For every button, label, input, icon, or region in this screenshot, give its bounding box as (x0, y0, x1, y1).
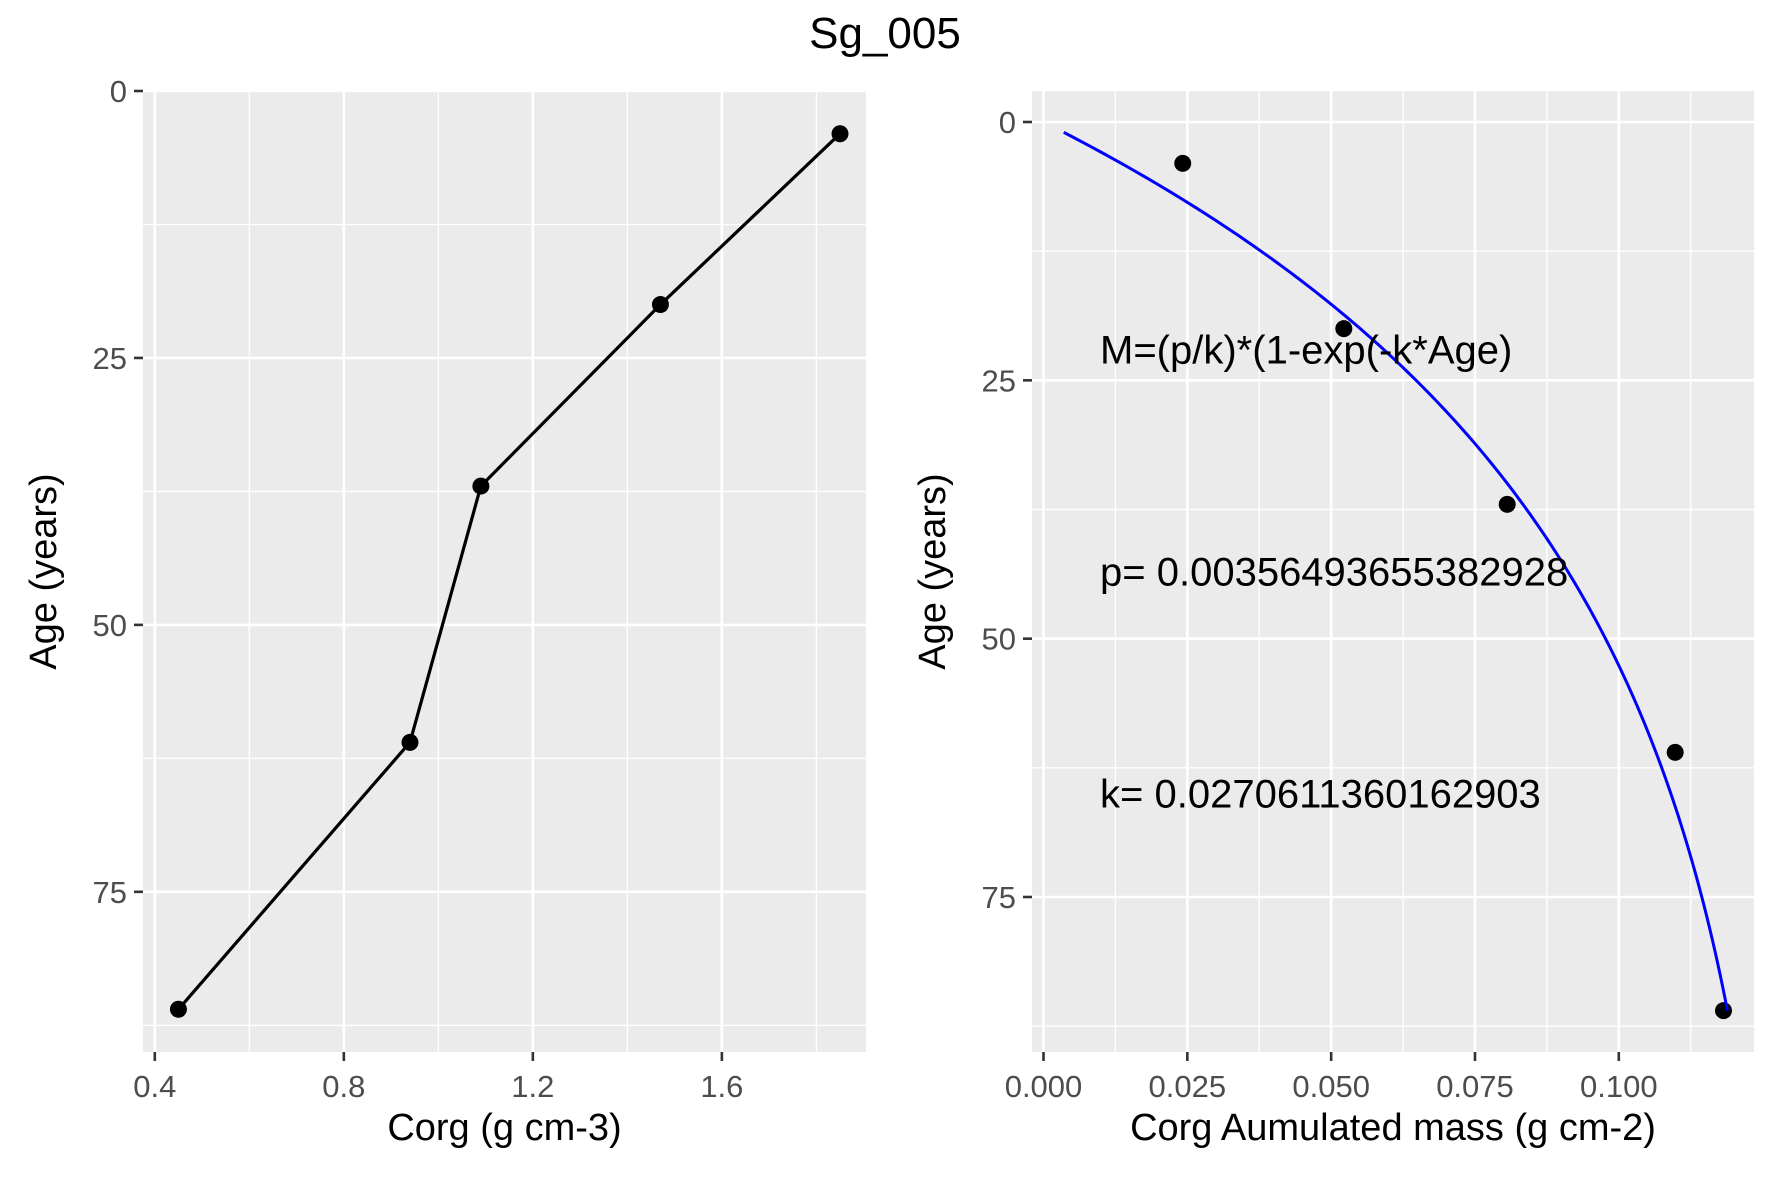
y-tick-label: 75 (982, 880, 1016, 915)
x-axis-title: Corg Aumulated mass (g cm-2) (1130, 1107, 1656, 1149)
y-tick-label: 75 (93, 875, 127, 910)
y-tick-label: 0 (110, 74, 127, 109)
y-tick-label: 50 (93, 608, 127, 643)
x-tick-label: 0.100 (1580, 1069, 1658, 1104)
x-tick-label: 1.2 (511, 1069, 554, 1104)
plot-background (143, 91, 866, 1052)
data-point (1666, 743, 1684, 761)
y-tick-label: 0 (999, 105, 1016, 140)
data-point (1335, 320, 1353, 338)
data-point (1174, 154, 1192, 172)
data-point (1715, 1002, 1733, 1020)
y-tick-label: 25 (93, 341, 127, 376)
fitted-curve (1063, 131, 1729, 1011)
x-tick-label: 0.075 (1436, 1069, 1514, 1104)
x-tick-label: 1.6 (700, 1069, 743, 1104)
data-point (472, 477, 490, 495)
x-tick-label: 0.025 (1149, 1069, 1227, 1104)
data-point (651, 296, 669, 314)
right-panel: 0.000 0.025 0.050 0.075 0.100 0 25 50 75 Corg Aum… (912, 91, 1754, 1149)
annotation-text: p= 0.00356493655382928 (1100, 551, 1568, 595)
data-point (1498, 495, 1516, 513)
data-point (169, 1000, 187, 1018)
data-point (831, 125, 849, 143)
annotation-text: k= 0.0270611360162903 (1100, 773, 1541, 817)
y-tick-label: 25 (982, 363, 1016, 398)
x-tick-label: 0.8 (322, 1069, 365, 1104)
data-point (401, 733, 419, 751)
x-tick-label: 0.4 (133, 1069, 176, 1104)
x-tick-label: 0.050 (1292, 1069, 1370, 1104)
left-panel: 0.4 0.8 1.2 1.6 0 25 50 75 Corg (g cm-3) Age (yea… (23, 74, 866, 1149)
y-axis-title: Age (years) (912, 473, 954, 669)
y-tick-label: 50 (982, 622, 1016, 657)
annotation-text: M=(p/k)*(1-exp(-k*Age) (1100, 328, 1512, 372)
x-axis-title: Corg (g cm-3) (387, 1107, 621, 1149)
chart-title: Sg_005 (809, 9, 961, 58)
x-tick-label: 0.000 (1005, 1069, 1083, 1104)
y-axis-title: Age (years) (23, 473, 65, 669)
